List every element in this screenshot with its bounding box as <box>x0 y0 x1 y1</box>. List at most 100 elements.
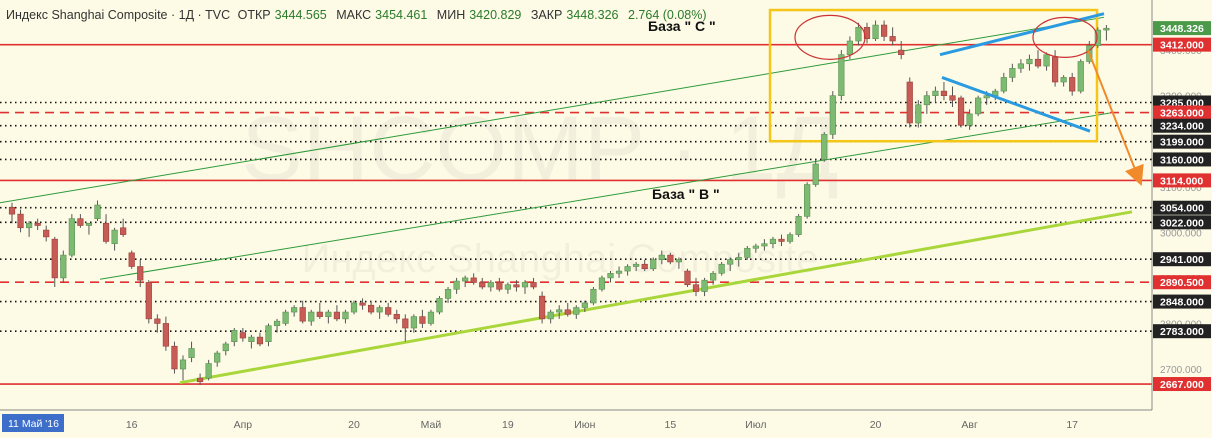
candle-up <box>68 218 75 256</box>
candle-up <box>350 302 358 313</box>
candle-up <box>231 329 238 342</box>
candle-down <box>299 307 306 322</box>
price-level-label: 3412.000 <box>1160 40 1204 52</box>
candle-down <box>692 284 700 292</box>
price-level-tag <box>1153 118 1211 133</box>
price-level-label: 2848.000 <box>1160 297 1204 309</box>
overlay-drawings: База " С " База " В " <box>648 12 1144 202</box>
candle-down <box>538 295 546 320</box>
candle-up <box>598 277 606 290</box>
candle-up <box>966 113 973 126</box>
candle-up <box>179 359 187 370</box>
wedge-lower-line <box>941 76 1091 133</box>
candle-up <box>1009 68 1016 78</box>
candle-down <box>393 314 400 320</box>
candle-up <box>462 277 469 282</box>
candle-up <box>855 27 862 42</box>
candle-down <box>479 282 486 288</box>
candle-up <box>975 97 982 115</box>
open-value: ОТКР 3444.565 <box>237 8 327 22</box>
watermark-symbol: SHCOMP · 1Д <box>241 98 838 200</box>
low-value: МИН 3420.829 <box>436 8 522 22</box>
price-level-label: 2783.000 <box>1160 326 1204 338</box>
candle-down <box>256 336 264 345</box>
candle-up <box>752 245 759 249</box>
candle-down <box>1069 77 1076 92</box>
candle-down <box>367 304 375 313</box>
candle-up <box>1103 27 1110 31</box>
price-level-tag <box>1153 294 1211 309</box>
candle-down <box>333 311 341 320</box>
x-tick-label: Май <box>421 419 442 431</box>
candle-up <box>846 40 853 55</box>
candle-down <box>402 318 409 329</box>
candle-down <box>162 323 170 347</box>
price-level-label: 3234.000 <box>1160 121 1204 133</box>
candle-up <box>547 311 554 320</box>
candle-down <box>496 282 503 290</box>
price-level-tag <box>1153 215 1211 230</box>
candle-up <box>1077 61 1084 92</box>
candle-up <box>1000 77 1007 92</box>
candle-up <box>111 229 118 245</box>
candle-up <box>1017 63 1024 69</box>
candle-up <box>487 282 494 288</box>
candle-up <box>769 238 777 245</box>
forecast-arrow <box>1087 49 1144 187</box>
x-tick-label: 16 <box>126 419 138 431</box>
candle-up <box>1060 77 1067 83</box>
top-ellipse-right <box>1032 16 1098 58</box>
candle-up <box>1043 54 1050 67</box>
candle-up <box>735 257 742 260</box>
candle-up <box>590 288 597 304</box>
x-axis: 11 Май '16 16 Апр 20 Май 19 Июн 15 Июл 20 Авг 17 <box>0 409 1212 438</box>
candle-up <box>282 311 289 324</box>
candle-down <box>17 213 24 229</box>
x-tick-label: 11 Май '16 <box>8 418 59 430</box>
y-axis: 3400.0003300.0003200.0003100.0003000.000… <box>1151 0 1212 438</box>
candle-up <box>1094 29 1101 46</box>
candle-up <box>701 279 708 292</box>
candle-up <box>615 270 623 274</box>
candle-up <box>342 311 349 320</box>
candle-up <box>444 288 452 299</box>
x-cursor-tag <box>2 414 64 432</box>
candle-down <box>120 227 127 235</box>
price-level-label: 3263.000 <box>1160 108 1204 120</box>
candle-down <box>77 218 84 226</box>
x-tick-label: 20 <box>870 419 882 431</box>
candle-up <box>291 307 298 313</box>
candle-up <box>273 320 281 327</box>
candle-up <box>188 348 195 358</box>
annotation-base-c: База " С " <box>648 18 716 34</box>
candle-down <box>949 95 956 101</box>
price-level-label: 3114.000 <box>1160 175 1203 187</box>
candle-down <box>530 282 537 288</box>
candle-up <box>812 163 819 185</box>
candle-down <box>898 49 905 55</box>
candle-up <box>727 259 734 265</box>
candle-up <box>94 204 101 219</box>
candle-up <box>932 90 939 96</box>
candle-up <box>573 307 580 315</box>
candle-up <box>829 95 836 135</box>
candle-up <box>838 54 845 96</box>
candle-down <box>197 377 204 383</box>
chart-header: Индекс Shanghai Composite · 1Д · TVC ОТК… <box>6 8 711 22</box>
price-level-label: 3448.326 <box>1160 23 1204 35</box>
candle-down <box>667 254 674 263</box>
candle-up <box>376 307 383 313</box>
candle-up <box>222 343 229 352</box>
candle-up <box>556 309 563 313</box>
close-value: ЗАКР 3448.326 <box>530 8 619 22</box>
candle-down <box>359 302 366 306</box>
candle-up <box>504 284 512 290</box>
candle-up <box>521 282 529 288</box>
price-level-label: 3160.000 <box>1160 154 1204 166</box>
candle-up <box>650 259 657 270</box>
price-level-tag <box>1153 134 1211 149</box>
candle-down <box>316 311 323 317</box>
candle-down <box>419 316 426 324</box>
